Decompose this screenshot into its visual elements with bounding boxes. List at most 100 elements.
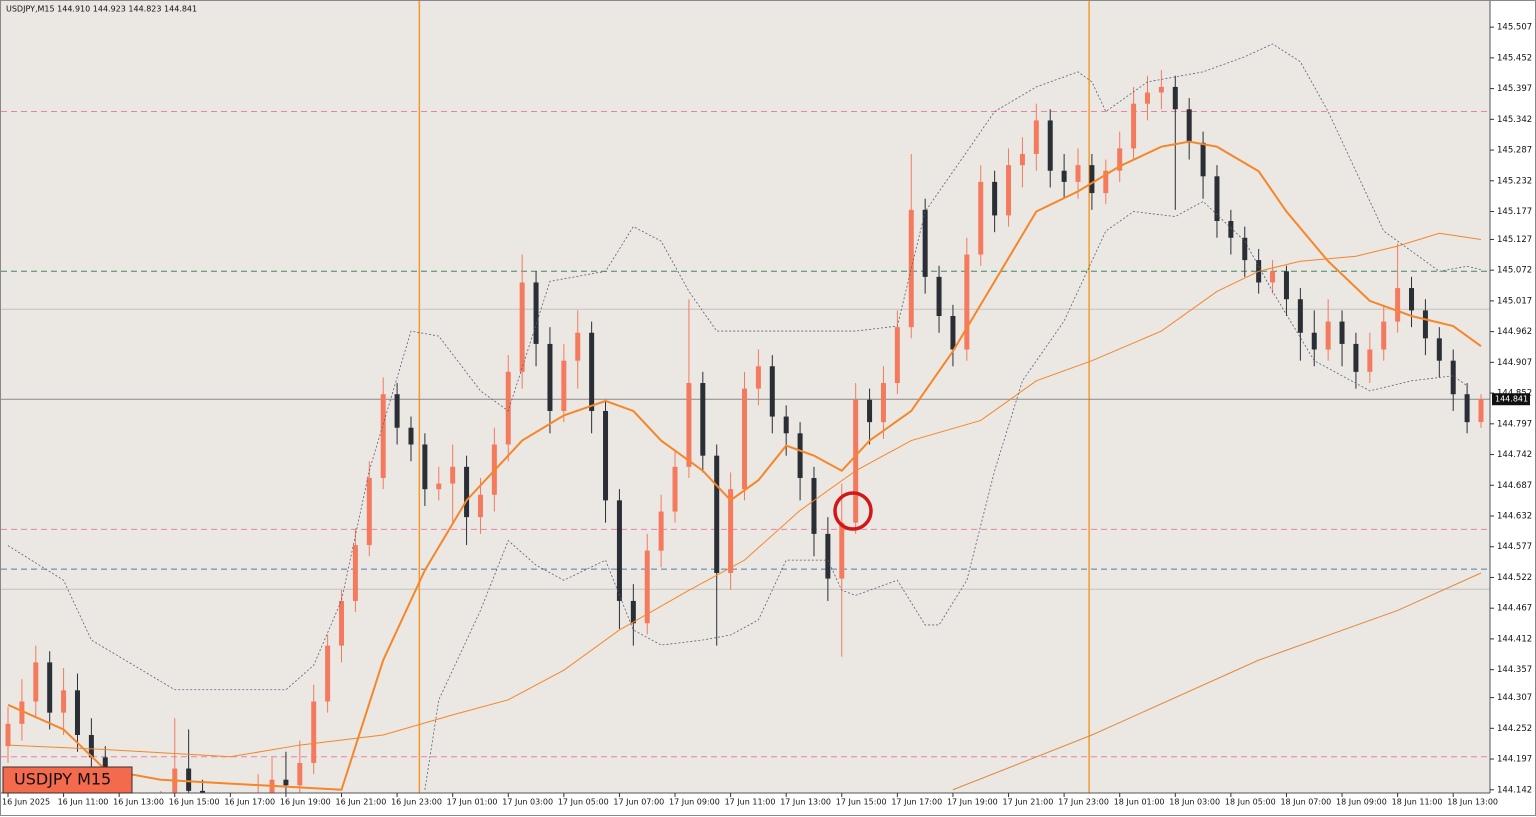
candle-body	[978, 181, 984, 255]
y-tick-label: 144.357	[1497, 665, 1532, 675]
candle-body	[950, 315, 956, 350]
candle-body	[811, 478, 817, 534]
candle-body	[1200, 142, 1206, 177]
candle-body	[1478, 399, 1484, 423]
candle-body	[755, 366, 761, 389]
x-tick-label: 18 Jun 01:00	[1114, 798, 1165, 807]
y-tick-label: 145.127	[1497, 235, 1532, 245]
candle-body	[464, 466, 470, 518]
candle-body	[1367, 349, 1373, 372]
candle-body	[283, 779, 289, 786]
candle-body	[1047, 120, 1053, 171]
candle-body	[1158, 86, 1164, 93]
y-tick-label: 145.072	[1497, 266, 1532, 276]
header: USDJPY,M15 144.910 144.923 144.823 144.8…	[6, 5, 197, 14]
x-tick-label: 18 Jun 13:00	[1447, 798, 1498, 807]
candle-body	[74, 690, 80, 736]
x-tick-label: 17 Jun 15:00	[836, 798, 887, 807]
plot-layer	[1, 1, 1490, 793]
candle-body	[505, 371, 511, 445]
candle-body	[311, 701, 317, 763]
candle-body	[408, 427, 414, 445]
y-tick-label: 144.522	[1497, 573, 1532, 583]
candle-body	[422, 444, 428, 490]
y-tick-label: 145.452	[1497, 53, 1532, 63]
x-tick-label: 17 Jun 21:00	[1003, 798, 1054, 807]
indicator-line	[952, 572, 1482, 791]
x-tick-label: 17 Jun 05:00	[558, 798, 609, 807]
candle-body	[1006, 165, 1012, 216]
candle-body	[477, 494, 483, 518]
candle-body	[644, 550, 650, 624]
candle-body	[769, 366, 775, 417]
y-tick-label: 144.577	[1497, 542, 1532, 552]
candle-body	[797, 433, 803, 479]
indicator-line	[424, 200, 1468, 790]
candle-body	[186, 768, 192, 791]
price-tag-label: 144.841	[1495, 395, 1528, 404]
candle-body	[894, 327, 900, 384]
candle-body	[575, 332, 581, 361]
candle-body	[1186, 109, 1192, 143]
candle-body	[589, 332, 595, 411]
candle-body	[1228, 221, 1234, 238]
candle-body	[853, 399, 859, 523]
y-tick-label: 144.197	[1497, 755, 1532, 765]
y-tick-label: 145.232	[1497, 176, 1532, 186]
y-tick-label: 144.687	[1497, 481, 1532, 491]
candle-body	[339, 600, 345, 646]
candle-body	[394, 394, 400, 428]
candle-body	[352, 545, 358, 601]
y-tick-label: 145.017	[1497, 296, 1532, 306]
candle-body	[616, 500, 622, 601]
candle-body	[1450, 360, 1456, 395]
x-tick-label: 16 Jun 2025	[2, 798, 50, 807]
candle-body	[1409, 288, 1415, 311]
indicator-line	[7, 140, 1482, 791]
y-tick-label: 144.797	[1497, 419, 1532, 429]
x-tick-label: 16 Jun 23:00	[391, 798, 442, 807]
x-tick-label: 18 Jun 05:00	[1225, 798, 1276, 807]
candle-body	[603, 410, 609, 501]
candle-body	[992, 181, 998, 216]
y-tick-label: 144.307	[1497, 693, 1532, 703]
y-tick-label: 144.907	[1497, 358, 1532, 368]
candle-body	[1172, 86, 1178, 110]
candle-body	[1075, 165, 1081, 182]
candle-body	[1270, 271, 1276, 283]
candle-body	[1381, 321, 1387, 350]
candle-body	[1436, 338, 1442, 361]
candle-body	[1395, 288, 1401, 322]
highlight-circle	[833, 491, 873, 531]
candle-body	[1242, 237, 1248, 261]
candle-body	[366, 478, 372, 546]
x-tick-label: 16 Jun 11:00	[58, 798, 109, 807]
candle-body	[1089, 165, 1095, 194]
x-tick-label: 17 Jun 01:00	[447, 798, 498, 807]
y-tick-label: 144.742	[1497, 450, 1532, 460]
x-tick-label: 18 Jun 03:00	[1169, 798, 1220, 807]
y-tick-label: 145.177	[1497, 207, 1532, 217]
candle-body	[1117, 148, 1123, 171]
y-tick-label: 144.962	[1497, 327, 1532, 337]
candle-body	[297, 762, 303, 786]
candle-body	[908, 209, 914, 328]
candle-body	[1144, 92, 1150, 104]
candle-body	[380, 394, 386, 479]
candle-body	[783, 416, 789, 434]
x-tick-label: 17 Jun 09:00	[669, 798, 720, 807]
candle-body	[1061, 170, 1067, 182]
candle-body	[47, 662, 53, 713]
candle-body	[1103, 170, 1109, 194]
candle-body	[533, 282, 539, 344]
candle-body	[964, 254, 970, 350]
candle-body	[1297, 299, 1303, 333]
candle-body	[561, 360, 567, 411]
y-tick-label: 144.252	[1497, 724, 1532, 734]
y-tick-label: 144.142	[1497, 785, 1532, 795]
candle-body	[825, 533, 831, 579]
price-tag	[1492, 393, 1530, 406]
candle-body	[1339, 321, 1345, 344]
candle-body	[1325, 321, 1331, 350]
